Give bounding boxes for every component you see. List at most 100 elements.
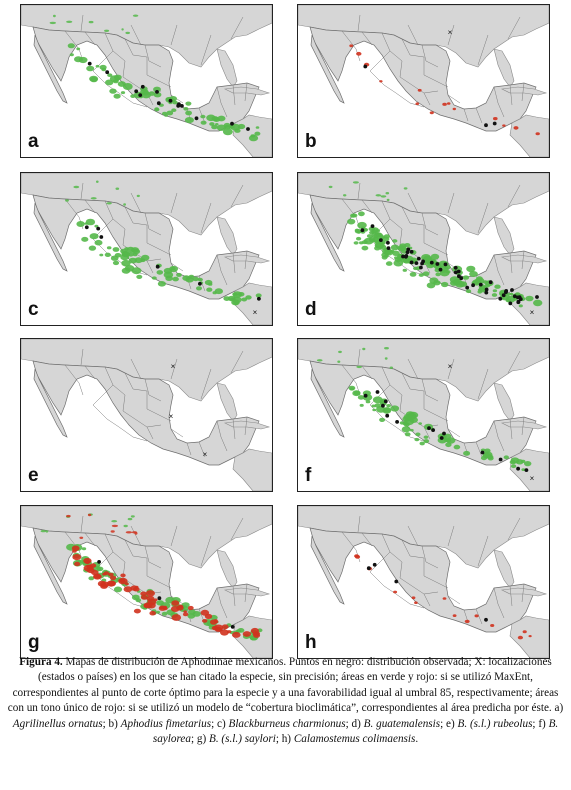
favorability-red-area	[210, 619, 218, 625]
maxent-green-area	[94, 224, 99, 228]
maxent-green-area	[422, 271, 430, 277]
state-border	[521, 583, 525, 603]
maxent-green-area	[429, 277, 439, 284]
maxent-green-area	[503, 455, 509, 460]
observed-locality-dot	[395, 420, 399, 424]
maxent-green-area	[414, 437, 420, 442]
state-border	[158, 581, 172, 589]
state-border	[146, 426, 154, 440]
maxent-green-area	[121, 267, 131, 274]
favorability-red-area	[411, 596, 416, 600]
state-border	[475, 608, 483, 625]
baja-california-land	[33, 535, 68, 605]
state-border	[493, 587, 505, 619]
state-border	[144, 545, 162, 569]
maxent-green-area	[386, 404, 391, 408]
favorability-red-area	[242, 631, 252, 637]
state-border	[64, 364, 84, 396]
state-border	[244, 416, 248, 436]
maxent-green-area	[248, 134, 259, 142]
maxent-green-area	[85, 218, 96, 226]
state-border	[423, 593, 431, 607]
maxent-green-area	[423, 255, 432, 262]
observed-locality-dot	[156, 101, 161, 106]
map-panel-a: a	[20, 4, 273, 158]
observed-locality-dot	[453, 265, 458, 270]
state-border	[421, 545, 439, 569]
observed-locality-dot	[484, 287, 489, 292]
maxent-green-area	[113, 586, 123, 593]
observed-locality-dot	[366, 566, 371, 571]
caption-text: ; h)	[275, 733, 294, 746]
maxent-green-area	[430, 253, 440, 260]
observed-locality-dot	[438, 267, 443, 272]
panel-letter: e	[28, 465, 39, 486]
maxent-green-area	[237, 292, 245, 297]
observed-locality-dot	[180, 104, 184, 108]
maxent-green-area	[53, 14, 56, 18]
state-border	[423, 92, 431, 106]
observed-locality-dot	[155, 264, 160, 269]
favorability-red-area	[250, 627, 259, 634]
observed-locality-dot	[409, 260, 414, 265]
observed-locality-dot	[535, 295, 539, 299]
maxent-green-area	[384, 347, 389, 350]
maxent-green-area	[533, 299, 543, 307]
state-border	[361, 199, 373, 214]
mexico-land	[32, 527, 260, 633]
observed-locality-dot	[257, 296, 261, 301]
cuba-land	[223, 420, 271, 430]
mexico-land	[309, 194, 537, 300]
observed-locality-dot	[498, 457, 503, 462]
maxent-green-area	[112, 79, 119, 84]
favorability-red-area	[452, 614, 457, 617]
baja-california-land	[33, 368, 68, 438]
maxent-green-area	[379, 235, 386, 240]
state-border	[521, 82, 525, 102]
maxent-green-area	[423, 435, 429, 439]
imprecise-locality-x-mark: ×	[530, 474, 535, 483]
state-border	[395, 92, 425, 108]
observed-locality-dot	[459, 276, 464, 281]
imprecise-locality-x-mark: ×	[448, 28, 453, 37]
favorability-red-area	[163, 605, 167, 609]
favorability-red-area	[183, 610, 187, 613]
observed-locality-dot	[414, 261, 419, 265]
maxent-green-area	[409, 428, 414, 432]
state-border	[84, 31, 96, 46]
state-border	[170, 358, 178, 380]
maxent-green-area	[109, 88, 117, 94]
observed-locality-dot	[510, 288, 514, 292]
maxent-green-area	[123, 524, 128, 528]
maxent-green-area	[381, 255, 388, 260]
favorability-red-area	[442, 102, 447, 106]
state-border	[232, 585, 236, 607]
maxent-green-area	[141, 254, 150, 261]
maxent-green-area	[206, 287, 213, 292]
imprecise-locality-x-mark: ×	[203, 450, 208, 459]
observed-locality-dot	[401, 254, 405, 259]
maxent-green-area	[484, 448, 491, 453]
maxent-green-area	[45, 530, 49, 533]
state-border	[407, 24, 419, 46]
state-border	[447, 428, 461, 438]
maxent-green-area	[115, 187, 120, 190]
favorability-red-area	[79, 536, 84, 539]
baja-california-land	[33, 202, 68, 272]
state-border	[80, 14, 84, 32]
favorability-red-area	[133, 608, 141, 614]
state-border	[435, 414, 449, 422]
mexico-land	[309, 360, 537, 466]
state-border	[395, 593, 425, 609]
favorability-red-area	[493, 117, 498, 121]
favorability-red-area	[417, 88, 422, 92]
maxent-green-area	[403, 187, 408, 190]
state-border	[399, 561, 413, 587]
maxent-green-area	[106, 246, 112, 250]
caption-text: ; d)	[345, 717, 364, 730]
state-border	[477, 535, 489, 567]
maxent-green-area	[466, 265, 476, 273]
maxent-green-area	[525, 295, 534, 302]
maxent-green-area	[409, 272, 417, 277]
central-america-land	[509, 114, 549, 157]
